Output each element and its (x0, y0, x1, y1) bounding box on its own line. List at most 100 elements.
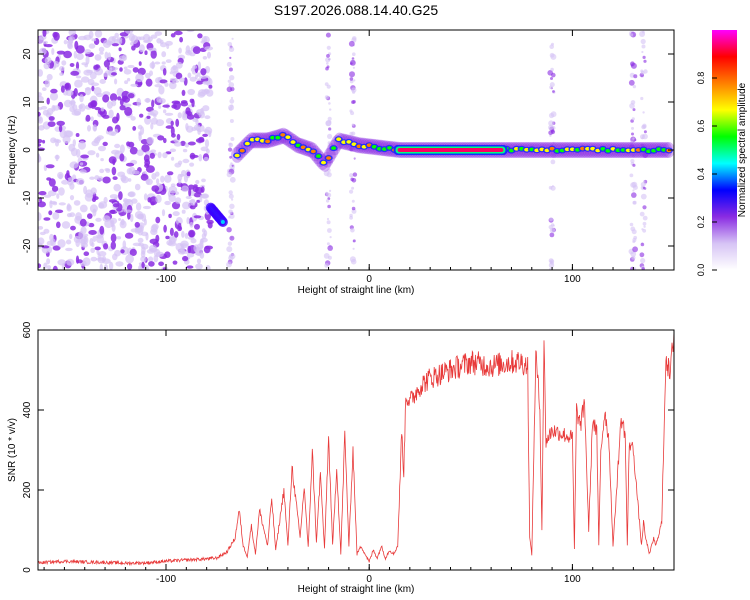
noise-blob (130, 228, 139, 233)
noise-blob (69, 63, 75, 67)
noise-blob (187, 72, 192, 79)
noise-blob (185, 123, 189, 131)
noise-blob (207, 221, 213, 229)
noise-blob (151, 223, 159, 230)
noise-blob (44, 56, 52, 64)
noise-blob (146, 136, 155, 145)
streak-blob (352, 239, 356, 243)
noise-blob (141, 261, 145, 269)
noise-blob (63, 39, 68, 45)
noise-blob (114, 78, 118, 85)
noise-blob (38, 116, 44, 124)
noise-blob (138, 61, 142, 66)
noise-blob (65, 89, 74, 97)
streak-blob (549, 232, 555, 238)
noise-blob (102, 39, 112, 48)
streak-blob (642, 215, 648, 221)
spectrogram-ylabel: Frequency (Hz) (7, 116, 18, 185)
noise-blob (194, 223, 200, 230)
streak-blob (640, 38, 646, 45)
noise-blob (38, 92, 42, 97)
noise-blob (114, 32, 119, 39)
noise-blob (109, 93, 118, 102)
noise-blob (91, 85, 95, 92)
noise-blob (164, 174, 172, 183)
noise-blob (38, 95, 44, 102)
streak-blob (228, 190, 233, 195)
noise-blob (110, 241, 117, 250)
streak-blob (230, 137, 235, 141)
noise-blob (87, 213, 93, 220)
streak-blob (551, 152, 557, 159)
track-core (295, 143, 301, 148)
noise-blob (178, 248, 183, 253)
noise-blob (113, 183, 121, 192)
streak-blob (551, 129, 555, 133)
noise-blob (204, 139, 210, 148)
noise-blob (171, 104, 178, 109)
streak-blob (351, 186, 355, 190)
streak-blob (324, 263, 330, 268)
noise-blob (49, 200, 57, 205)
noise-blob (158, 85, 165, 95)
noise-blob (143, 218, 147, 226)
streak-blob (348, 40, 355, 47)
noise-blob (38, 212, 42, 221)
noise-blob (53, 32, 60, 41)
noise-blob (102, 141, 108, 147)
noise-blob (94, 175, 100, 181)
streak-blob (632, 163, 636, 167)
noise-blob (57, 259, 66, 266)
noise-blob (184, 232, 189, 239)
noise-blob (110, 209, 116, 214)
noise-blob (176, 133, 181, 141)
noise-blob (42, 30, 47, 37)
noise-blob (52, 212, 60, 220)
noise-blob (168, 186, 178, 194)
noise-blob (108, 156, 117, 164)
noise-blob (164, 82, 169, 87)
streak-blob (552, 141, 555, 144)
y-tick-label: 400 (22, 401, 33, 418)
noise-blob (48, 116, 55, 121)
streak-blob (351, 199, 355, 203)
noise-blob (171, 156, 175, 161)
streak-blob (642, 111, 645, 114)
streak-blob (351, 206, 356, 211)
noise-blob (135, 73, 144, 83)
streak-blob (231, 198, 234, 201)
streak-blob (639, 211, 645, 217)
noise-blob (132, 67, 139, 73)
y-tick-label: 10 (22, 96, 33, 108)
noise-blob (155, 194, 162, 204)
streak-blob (549, 267, 552, 270)
y-tick-label: -20 (22, 238, 33, 253)
noise-blob (156, 178, 160, 185)
streak-blob (643, 225, 646, 228)
streak-blob (230, 96, 234, 100)
noise-blob (123, 103, 132, 107)
noise-blob (102, 258, 111, 265)
noise-blob (61, 221, 71, 229)
noise-blob (87, 150, 96, 156)
noise-blob (190, 198, 196, 206)
track-core (321, 160, 326, 165)
noise-blob (172, 80, 180, 83)
noise-blob (118, 191, 123, 201)
noise-blob (98, 145, 106, 152)
noise-blob (69, 106, 75, 113)
noise-blob (144, 98, 151, 103)
noise-blob (38, 138, 43, 144)
streak-blob (550, 53, 557, 60)
streak-blob (350, 227, 355, 233)
streak-blob (226, 261, 232, 268)
noise-blob (112, 176, 118, 181)
streak-blob (352, 100, 356, 104)
noise-blob (46, 73, 53, 81)
noise-blob (155, 234, 160, 243)
streak-blob (323, 253, 330, 259)
noise-blob (195, 179, 200, 185)
streak-blob (231, 37, 234, 40)
noise-blob (83, 251, 90, 256)
